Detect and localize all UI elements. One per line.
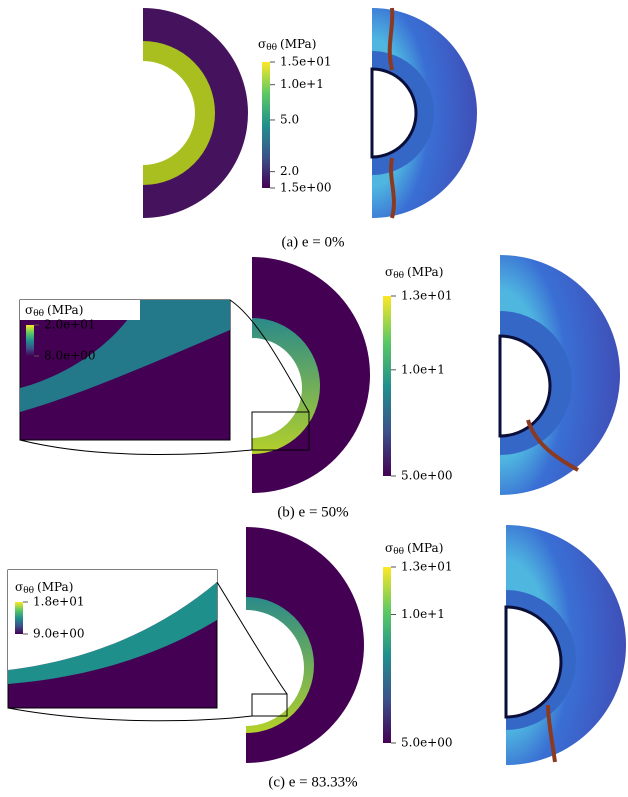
colorbar-label: 1.3e+01 (401, 560, 453, 574)
hole (370, 67, 418, 159)
subscript: θθ (33, 309, 44, 319)
colorbar-label: 1.8e+01 (33, 595, 85, 609)
subscript: θθ (393, 271, 404, 281)
hole (246, 610, 304, 726)
colorbar-title: σθθ (MPa) (385, 265, 443, 281)
crack (387, 7, 395, 71)
unit: (MPa) (407, 541, 443, 555)
caption: (c) e = 83.33% (268, 774, 357, 790)
colorbar-label: 1.3e+01 (401, 289, 453, 303)
symbol: σ (25, 303, 33, 317)
unit: (MPa) (37, 580, 73, 594)
colorbar-label: 5.0 (280, 112, 299, 126)
colorbar-label: 1.5e+00 (280, 181, 332, 195)
colorbar (15, 602, 23, 634)
caption: (a) e = 0% (281, 234, 344, 250)
crack (546, 704, 557, 763)
unit: (MPa) (280, 37, 316, 51)
zoom-line (7, 581, 288, 722)
symbol: σ (258, 37, 266, 51)
unit: (MPa) (47, 303, 83, 317)
crack (526, 419, 579, 472)
symbol: σ (385, 541, 393, 555)
colorbar (383, 296, 391, 476)
colorbar-label: 8.0e+00 (44, 349, 96, 363)
hole (498, 334, 552, 438)
hole (143, 61, 195, 165)
subscript: θθ (266, 43, 277, 53)
zoom-box (251, 693, 288, 717)
hole (504, 605, 563, 719)
colorbar-title: σθθ (MPa) (15, 580, 73, 596)
colorbar-label: 5.0e+00 (401, 736, 453, 750)
symbol: σ (15, 580, 23, 594)
subscript: θθ (23, 586, 34, 596)
inset-ring (20, 300, 230, 412)
unit: (MPa) (407, 265, 443, 279)
colorbar-label: 1.5e+01 (280, 55, 332, 69)
colorbar (383, 567, 391, 743)
crack (389, 157, 396, 219)
colorbar-label: 9.0e+00 (33, 627, 85, 641)
colorbar-label: 2.0e+01 (44, 318, 96, 332)
zoom-line (19, 299, 310, 455)
colorbar-label: 5.0e+00 (401, 469, 453, 483)
subscript: θθ (393, 547, 404, 557)
symbol: σ (385, 265, 393, 279)
inset-white (8, 570, 217, 670)
caption: (b) e = 50% (277, 504, 348, 520)
hole (252, 338, 302, 438)
colorbar-title: σθθ (MPa) (258, 37, 316, 53)
colorbar (26, 325, 34, 356)
colorbar-label: 1.0e+1 (280, 77, 324, 91)
colorbar-label: 1.0e+1 (401, 607, 445, 621)
inset-ring (8, 582, 217, 684)
colorbar-title: σθθ (MPa) (25, 303, 83, 319)
colorbar-title: σθθ (MPa) (385, 541, 443, 557)
colorbar-label: 1.0e+1 (401, 362, 445, 376)
zoom-box (251, 411, 310, 451)
inset-bg (20, 300, 140, 320)
colorbar-label: 2.0 (280, 164, 299, 178)
colorbar (262, 62, 270, 188)
